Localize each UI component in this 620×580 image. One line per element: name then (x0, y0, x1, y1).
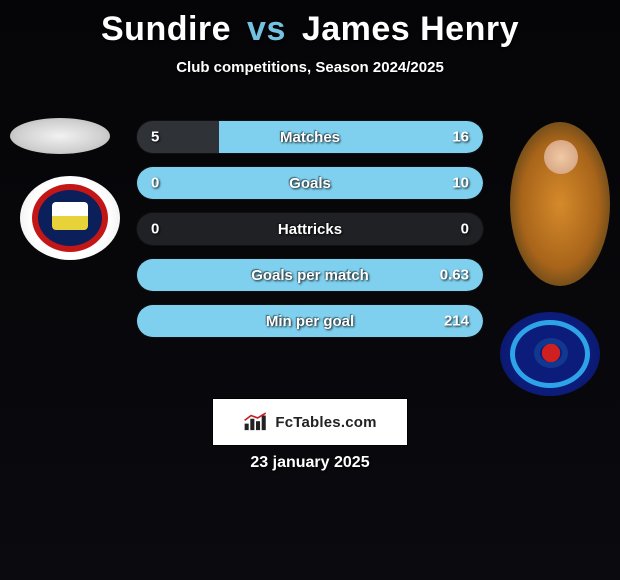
stat-value-player2: 10 (452, 175, 469, 192)
stats-panel: 5 16 Matches 0 10 Goals 0 0 Hattricks 0.63 Goals p… (136, 120, 484, 350)
player2-club-crest (500, 312, 600, 396)
player1-club-crest (20, 176, 120, 260)
player1-avatar (10, 118, 110, 154)
stat-label: Goals per match (251, 267, 369, 284)
page-title: Sundire vs James Henry (0, 0, 620, 49)
stat-value-player1: 5 (151, 129, 159, 146)
watermark-badge: FcTables.com (212, 398, 408, 446)
stat-label: Min per goal (266, 313, 354, 330)
player2-avatar (510, 122, 610, 286)
vs-label: vs (247, 10, 286, 48)
stat-value-player2: 214 (444, 313, 469, 330)
watermark-text: FcTables.com (275, 414, 376, 431)
stat-row: 0.63 Goals per match (136, 258, 484, 292)
snapshot-date: 23 january 2025 (0, 454, 620, 472)
stat-value-player2: 16 (452, 129, 469, 146)
stat-row: 0 0 Hattricks (136, 212, 484, 246)
stat-row: 0 10 Goals (136, 166, 484, 200)
stat-value-player2: 0.63 (440, 267, 469, 284)
stat-row: 5 16 Matches (136, 120, 484, 154)
chart-icon (243, 411, 269, 433)
subtitle: Club competitions, Season 2024/2025 (0, 59, 620, 76)
stat-fill-player1 (137, 121, 219, 153)
stat-label: Matches (280, 129, 340, 146)
stat-label: Hattricks (278, 221, 342, 238)
stat-value-player1: 0 (151, 221, 159, 238)
stat-value-player1: 0 (151, 175, 159, 192)
player2-name: James Henry (302, 10, 519, 48)
stat-label: Goals (289, 175, 331, 192)
stat-row: 214 Min per goal (136, 304, 484, 338)
player1-name: Sundire (101, 10, 231, 48)
stat-value-player2: 0 (461, 221, 469, 238)
stat-fill-player2 (219, 121, 483, 153)
